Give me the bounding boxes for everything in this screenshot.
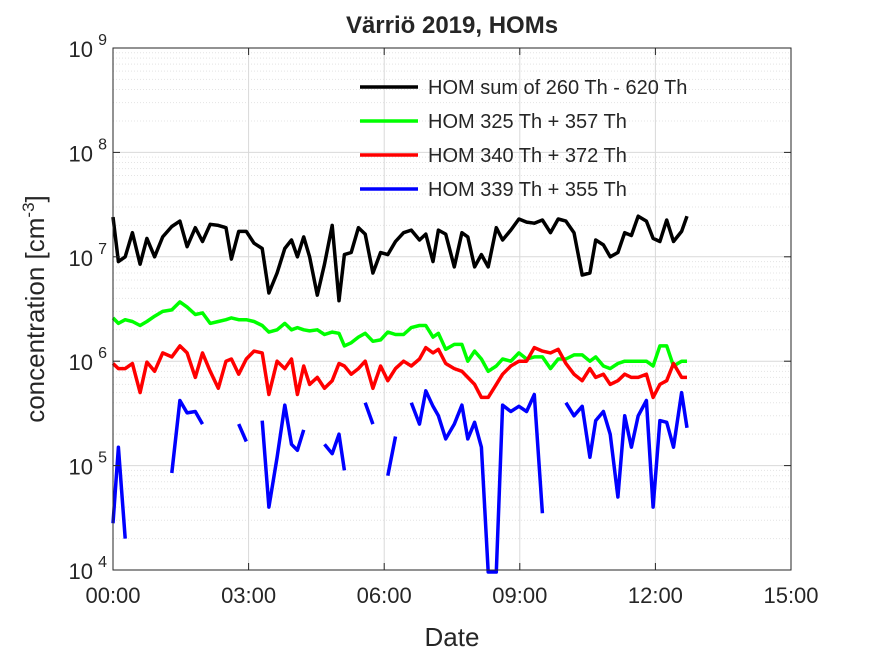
x-tick-label: 15:00 xyxy=(763,583,818,608)
y-axis-label-suffix: ] xyxy=(20,195,50,202)
y-axis-label-main: concentration [cm xyxy=(20,218,50,423)
y-tick-exponent: 4 xyxy=(98,554,107,571)
x-tick-label: 00:00 xyxy=(85,583,140,608)
series-line-3 xyxy=(111,344,687,400)
series-line-2 xyxy=(111,300,687,374)
x-axis-label: Date xyxy=(425,622,480,652)
legend-label-4: HOM 339 Th + 355 Th xyxy=(428,179,627,201)
y-tick-label: 10 7 xyxy=(69,241,108,271)
x-tick-label: 12:00 xyxy=(628,583,683,608)
y-axis-label: concentration [cm-3] xyxy=(19,195,50,423)
y-tick-exponent: 8 xyxy=(98,136,107,153)
legend: HOM sum of 260 Th - 620 Th HOM 325 Th + 3… xyxy=(360,77,687,201)
chart-title: Värriö 2019, HOMs xyxy=(346,12,558,39)
plot-area-frame xyxy=(112,47,792,571)
series-line-1 xyxy=(111,214,689,303)
legend-label-2: HOM 325 Th + 357 Th xyxy=(428,111,627,133)
series-line-4 xyxy=(111,389,689,574)
x-tick-label: 09:00 xyxy=(492,583,547,608)
grid xyxy=(112,47,792,571)
y-tick-exponent: 7 xyxy=(98,241,107,258)
y-axis-label-exponent: -3 xyxy=(19,202,38,217)
legend-label-3: HOM 340 Th + 372 Th xyxy=(428,145,627,167)
y-tick-exponent: 6 xyxy=(98,345,107,362)
x-tick-label: 03:00 xyxy=(221,583,276,608)
y-tick-exponent: 5 xyxy=(98,450,107,467)
series-lines xyxy=(111,214,689,574)
x-tick-label: 06:00 xyxy=(357,583,412,608)
legend-label-1: HOM sum of 260 Th - 620 Th xyxy=(428,77,687,99)
y-tick-exponent: 9 xyxy=(98,32,107,49)
